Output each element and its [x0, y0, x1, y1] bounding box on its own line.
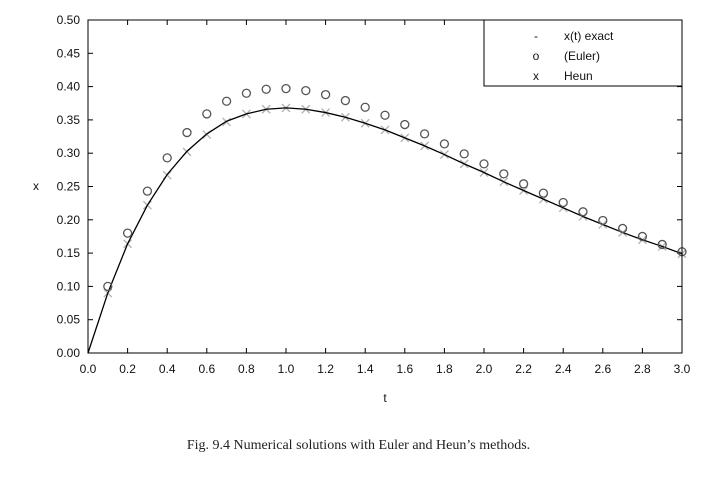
x-tick-label: 1.4 — [357, 362, 374, 376]
data-point-euler — [241, 88, 252, 98]
x-tick-label: 2.6 — [594, 362, 611, 376]
data-point-euler — [439, 139, 450, 149]
chart: 0.0 0.2 0.4 0.6 0.8 1.0 1.2 1.4 1.6 1.8 2.0 2.2 2.4 2… — [33, 13, 691, 405]
x-tick-label: 0.0 — [80, 362, 97, 376]
legend-marker: o — [533, 49, 540, 63]
data-point-euler — [182, 127, 192, 138]
data-point-euler — [142, 186, 153, 196]
x-tick-label: 2.8 — [634, 362, 651, 376]
legend-label: x(t) exact — [564, 29, 614, 43]
x-tick-label: 1.0 — [278, 362, 295, 376]
y-tick-label: 0.15 — [57, 246, 81, 260]
x-tick-label: 1.8 — [436, 362, 453, 376]
data-point-euler — [400, 119, 410, 130]
data-point-euler — [479, 159, 489, 169]
x-tick-label: 0.4 — [159, 362, 176, 376]
figure: 0.0 0.2 0.4 0.6 0.8 1.0 1.2 1.4 1.6 1.8 2.0 2.2 2.4 2… — [33, 13, 691, 405]
data-point-euler — [360, 102, 370, 112]
data-point-euler — [657, 239, 667, 250]
legend-label: Heun — [564, 69, 593, 83]
x-tick-label: 1.2 — [317, 362, 334, 376]
y-tick-label: 0.20 — [57, 213, 81, 227]
data-point-euler — [538, 188, 549, 198]
legend: - x(t) exact o (Euler) x Heun — [483, 19, 683, 87]
y-tick-label: 0.50 — [57, 13, 81, 27]
legend-marker: - — [534, 29, 538, 43]
x-tick-label: 3.0 — [674, 362, 691, 376]
data-point-euler — [558, 197, 568, 208]
x-tick-label: 0.8 — [238, 362, 255, 376]
legend-label: (Euler) — [564, 49, 600, 63]
data-point-euler — [301, 85, 311, 96]
y-axis-label: x — [33, 179, 39, 193]
data-point-euler — [578, 207, 588, 217]
data-point-euler — [202, 109, 212, 119]
y-tick-label: 0.30 — [57, 146, 81, 160]
y-tick-label: 0.35 — [57, 113, 81, 127]
x-tick-label: 1.6 — [396, 362, 413, 376]
data-point-euler — [103, 281, 113, 292]
data-point-euler — [598, 215, 608, 226]
data-point-euler — [340, 95, 351, 106]
figure-caption: Fig. 9.4 Numerical solutions with Euler … — [186, 438, 531, 453]
y-tick-label: 0.10 — [57, 279, 81, 293]
y-tick-label: 0.25 — [57, 180, 81, 194]
series-line-exact — [87, 107, 683, 354]
series-layer — [87, 83, 687, 354]
data-point-euler — [122, 228, 133, 238]
legend-marker: x — [533, 69, 539, 83]
y-tick-label: 0.05 — [57, 313, 81, 327]
y-tick-label: 0.40 — [57, 80, 81, 94]
data-point-euler — [518, 179, 529, 189]
data-point-euler — [499, 169, 509, 179]
x-tick-label: 2.0 — [476, 362, 493, 376]
data-point-euler — [261, 84, 271, 94]
y-tick-label: 0.00 — [57, 346, 81, 360]
x-tick-label: 0.2 — [119, 362, 136, 376]
data-point-euler — [637, 231, 648, 242]
data-point-euler — [617, 223, 628, 234]
data-point-euler — [380, 110, 390, 120]
x-tick-label: 2.4 — [555, 362, 572, 376]
y-tick-label: 0.45 — [57, 46, 81, 60]
data-point-euler — [162, 153, 172, 163]
legend-box — [483, 19, 683, 87]
data-point-euler — [320, 89, 331, 100]
data-point-euler — [221, 96, 232, 106]
x-axis-label: t — [383, 391, 387, 405]
data-point-euler — [419, 129, 430, 139]
data-point-euler — [459, 149, 469, 159]
x-tick-label: 2.2 — [515, 362, 532, 376]
x-tick-label: 0.6 — [198, 362, 215, 376]
ticks-layer: 0.0 0.2 0.4 0.6 0.8 1.0 1.2 1.4 1.6 1.8 2.0 2.2 2.4 2… — [57, 13, 691, 376]
data-point-euler — [281, 83, 291, 94]
plot-frame — [87, 19, 683, 354]
